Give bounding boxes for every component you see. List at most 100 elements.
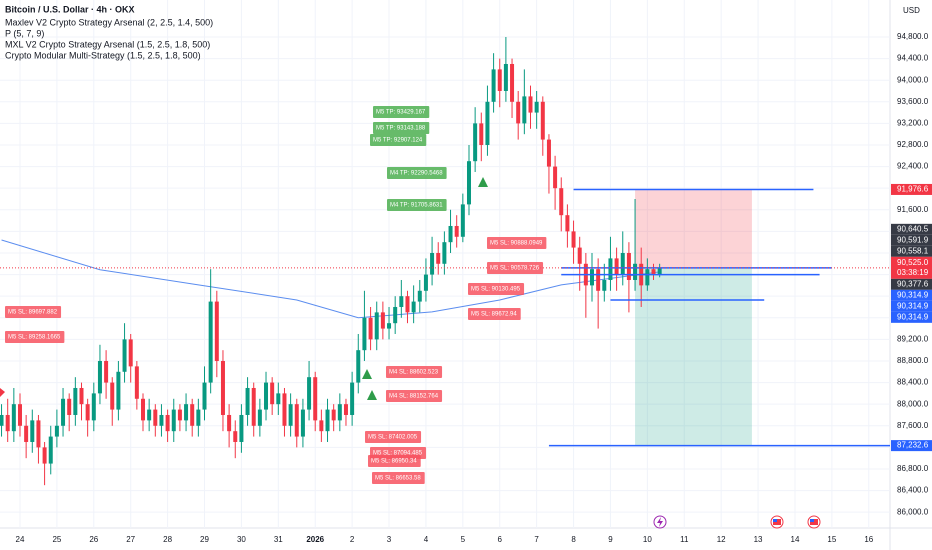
signal-label-box xyxy=(5,331,65,343)
candle-body xyxy=(54,425,59,437)
y-tick-label: 94,400.0 xyxy=(897,54,929,63)
y-tick-label: 93,600.0 xyxy=(897,97,929,106)
candle-body xyxy=(350,382,355,415)
x-tick-label: 28 xyxy=(163,535,172,544)
price-tag xyxy=(891,223,932,235)
candle-body xyxy=(128,339,133,367)
candle-body xyxy=(565,215,570,232)
price-tag xyxy=(891,289,932,301)
price-tag-label: 90,314.9 xyxy=(897,312,929,321)
candle-body xyxy=(436,252,441,264)
candle-body xyxy=(411,301,416,313)
candle-body xyxy=(190,404,195,426)
candle-body xyxy=(460,204,465,237)
signal-label: M5 SL: 89672.94 xyxy=(468,308,521,320)
signal-label-box xyxy=(387,167,447,179)
candle-body xyxy=(85,404,90,421)
candle-body xyxy=(534,101,539,113)
signal-label: M5 SL: 87402.005 xyxy=(365,431,422,443)
signal-label: M5 SL: 90578.726 xyxy=(487,262,544,274)
candle-body xyxy=(0,414,4,426)
candle-body xyxy=(104,360,109,383)
candle-body xyxy=(571,231,576,248)
candle-body xyxy=(17,404,22,426)
candle-body xyxy=(540,101,545,140)
x-tick-label: 10 xyxy=(643,535,652,544)
signal-label-text: M5 SL: 90130.495 xyxy=(471,287,521,293)
y-tick-label: 88,000.0 xyxy=(897,399,929,408)
candle-body xyxy=(423,274,428,291)
signal-label: M4 TP: 92290.5468 xyxy=(387,167,447,179)
candle-body xyxy=(577,247,582,264)
event-flag-canton xyxy=(773,519,777,522)
candle-body xyxy=(11,404,16,432)
event-flag-canton xyxy=(810,519,814,522)
candle-body xyxy=(633,263,638,280)
price-tag-label: 87,232.6 xyxy=(897,441,929,450)
signal-label: M5 SL: 86950.34 xyxy=(368,455,421,467)
price-tag-label: 91,976.6 xyxy=(897,185,929,194)
price-tag xyxy=(891,234,932,246)
candle-body xyxy=(362,317,367,351)
candle-body xyxy=(196,409,201,426)
candle-body xyxy=(91,393,96,421)
chart-title: Bitcoin / U.S. Dollar · 4h · OKX xyxy=(5,4,135,14)
signal-label: M5 SL: 90130.495 xyxy=(468,283,525,295)
price-tag-label: 90,525.0 xyxy=(897,258,929,267)
candle-body xyxy=(546,139,551,167)
candle-body xyxy=(300,409,305,437)
candle-body xyxy=(503,63,508,91)
candle-body xyxy=(356,350,361,383)
candle-body xyxy=(608,258,613,280)
signal-label: M5 TP: 93429.167 xyxy=(373,106,430,118)
price-tag-label: 90,377.6 xyxy=(897,279,929,288)
stop-zone xyxy=(635,189,752,268)
candle-body xyxy=(73,387,78,415)
candle-body xyxy=(227,414,232,432)
signal-label: M4 TP: 91705.8631 xyxy=(387,199,447,211)
price-tag xyxy=(891,311,932,323)
candle-body xyxy=(245,387,250,415)
x-tick-label: 14 xyxy=(791,535,800,544)
signal-label: M5 SL: 86653.58 xyxy=(372,472,425,484)
candle-body xyxy=(220,360,225,415)
candle-body xyxy=(485,101,490,145)
y-tick-label: 94,000.0 xyxy=(897,75,929,84)
candle-body xyxy=(251,387,256,426)
x-tick-label: 4 xyxy=(424,535,429,544)
y-tick-label: 86,800.0 xyxy=(897,464,929,473)
countdown-label: 03:38:19 xyxy=(897,268,929,277)
x-tick-label: 30 xyxy=(237,535,246,544)
candle-body xyxy=(368,317,373,340)
signal-label-text: M5 SL: 90578.726 xyxy=(490,266,540,272)
candle-body xyxy=(122,339,127,372)
price-tag-label: 90,314.9 xyxy=(897,301,929,310)
candle-body xyxy=(177,409,182,421)
candle-body xyxy=(602,279,607,291)
price-tag xyxy=(891,245,932,257)
candle-body xyxy=(343,404,348,415)
candle-body xyxy=(67,398,72,415)
candle-body xyxy=(313,377,318,421)
signal-label-text: M4 SL: 88152.764 xyxy=(389,394,439,400)
candle-body xyxy=(331,409,336,421)
x-tick-label: 16 xyxy=(864,535,873,544)
currency-label: USD xyxy=(903,6,920,15)
y-tick-label: 89,200.0 xyxy=(897,334,929,343)
candle-body xyxy=(208,301,213,383)
candle-body xyxy=(264,382,269,410)
sell-signal xyxy=(0,388,5,397)
candle-body xyxy=(466,161,471,205)
candle-body xyxy=(202,382,207,410)
price-tag xyxy=(891,300,932,312)
candle-body xyxy=(134,366,139,399)
candle-body xyxy=(553,166,558,189)
signal-label: M4 SL: 88602.523 xyxy=(386,366,443,378)
y-tick-label: 86,000.0 xyxy=(897,507,929,516)
x-tick-label: 3 xyxy=(387,535,392,544)
candle-body xyxy=(454,225,459,237)
signal-label: M4 SL: 88152.764 xyxy=(386,390,443,402)
signal-label: M5 SL: 90888.0949 xyxy=(487,237,547,249)
signal-label-box xyxy=(370,134,427,146)
candle-body xyxy=(141,398,146,421)
